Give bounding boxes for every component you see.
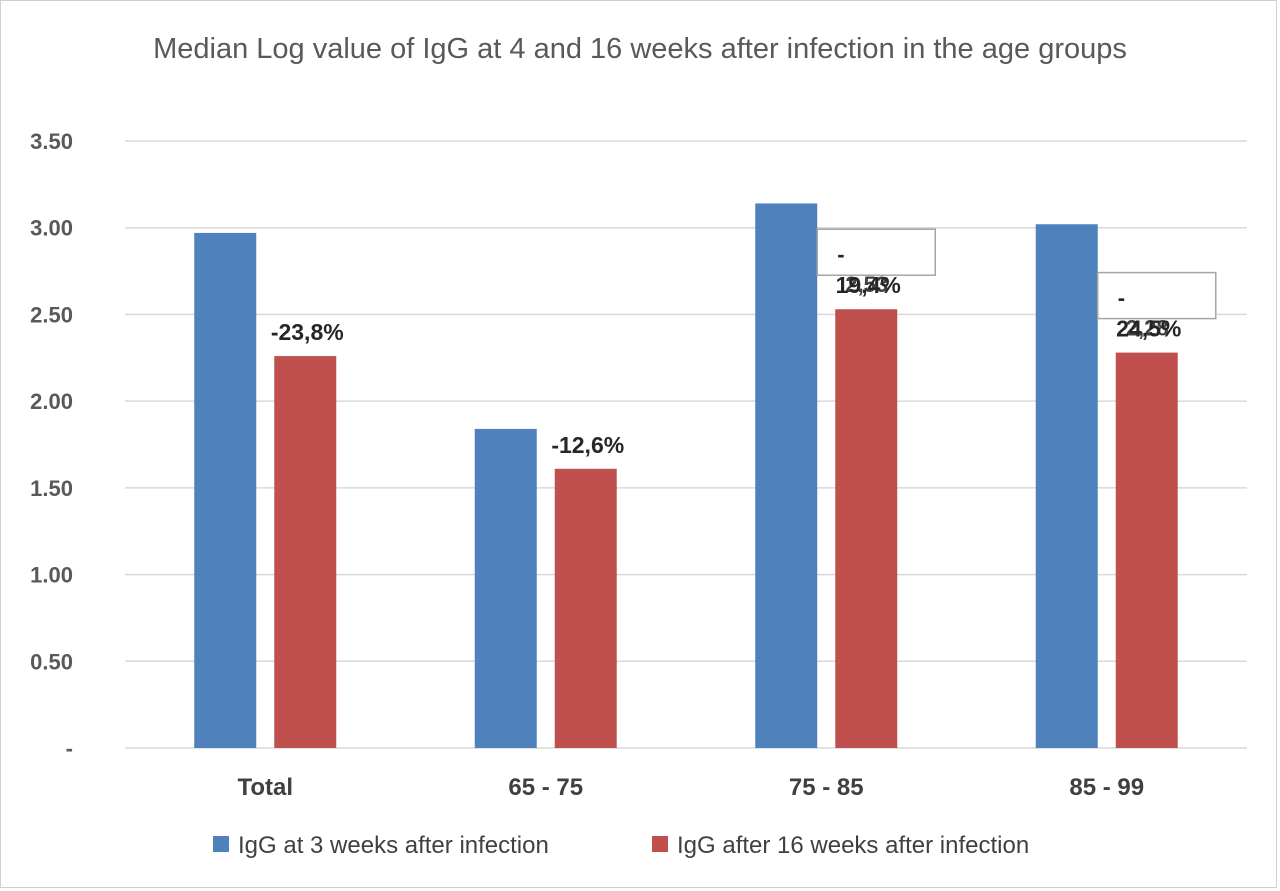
legend-label-series-1: IgG at 3 weeks after infection [238,832,549,859]
data-callout-value: 2,53 [845,272,888,297]
y-axis: - 0.50 1.00 1.50 2.00 2.50 3.00 3.50 [30,129,73,761]
legend-swatch-series-2 [652,836,668,852]
chart-title-wrap: Median Log value of IgG at 4 and 16 week… [0,28,1280,70]
y-tick-label: 3.50 [30,129,73,154]
bar-series-1 [1035,224,1098,748]
bars [194,203,1178,749]
data-label: -23,8% [271,319,344,345]
y-tick-label: - [66,736,73,761]
y-tick-label: 1.50 [30,476,73,501]
y-tick-label: 3.00 [30,216,73,241]
x-axis: Total 65 - 75 75 - 85 85 - 99 [237,774,1144,801]
bar-series-2 [835,309,898,748]
legend-label-series-2: IgG after 16 weeks after infection [677,832,1029,859]
data-label: -12,6% [551,432,624,458]
data-callout-box [816,228,936,276]
data-callout-dash: - [1118,286,1125,311]
data-callout-box [1097,271,1217,320]
bar-series-2 [274,356,337,748]
data-label: 19,4% [836,272,901,298]
x-tick-label: Total [237,774,293,801]
legend: IgG at 3 weeks after infection IgG after… [213,832,1029,859]
bar-series-2 [554,468,617,748]
bar-series-1 [755,203,818,749]
data-callout-dash: - [837,242,844,267]
y-tick-label: 2.00 [30,389,73,414]
x-tick-label: 85 - 99 [1069,774,1144,801]
x-tick-label: 65 - 75 [508,774,583,801]
y-tick-label: 1.00 [30,563,73,588]
data-label: 24,5% [1116,316,1181,342]
legend-swatch-series-1 [213,836,229,852]
data-callout-value: 2,28 [1126,316,1169,341]
bar-series-1 [194,232,257,749]
y-tick-label: 2.50 [30,302,73,327]
chart-title: Median Log value of IgG at 4 and 16 week… [153,33,1127,65]
x-tick-label: 75 - 85 [789,774,864,801]
bar-series-1 [474,428,537,748]
y-tick-label: 0.50 [30,649,73,674]
bar-series-2 [1115,352,1178,748]
